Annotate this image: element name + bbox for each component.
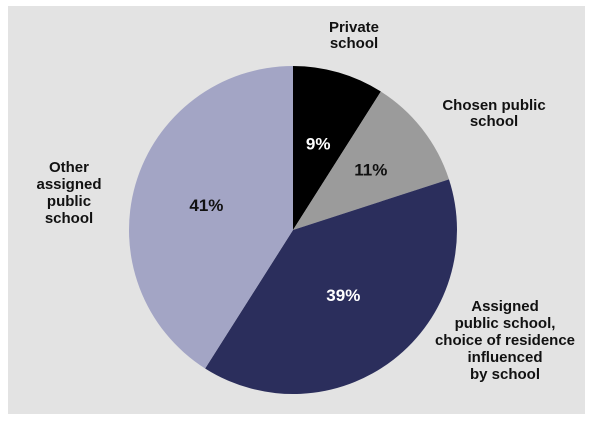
pie-slice-chosen-public-school [293, 91, 449, 230]
slice-value-label: 41% [189, 196, 223, 215]
slice-category-label-assigned-public-school-residence: Assigned public school, choice of residenc… [435, 298, 575, 383]
slice-value-label: 9% [306, 134, 331, 153]
slice-category-label-private-school: Private school [329, 19, 379, 52]
pie-slice-other-assigned-public-school [128, 66, 293, 369]
pie-chart: 9% 11% 39% 41% Private school Chosen public sc… [36, 19, 575, 395]
slice-value-label: 11% [354, 161, 387, 180]
slice-category-label-chosen-public-school: Chosen public school [442, 97, 545, 130]
pie-slice-assigned-public-school-residence [205, 179, 457, 395]
slice-value-label: 39% [326, 286, 360, 305]
chart-background: 9% 11% 39% 41% Private school Chosen public sc… [8, 6, 585, 414]
slice-category-label-other-assigned-public-school: Other assigned public school [36, 159, 101, 227]
pie-slice-private-school [293, 66, 381, 230]
